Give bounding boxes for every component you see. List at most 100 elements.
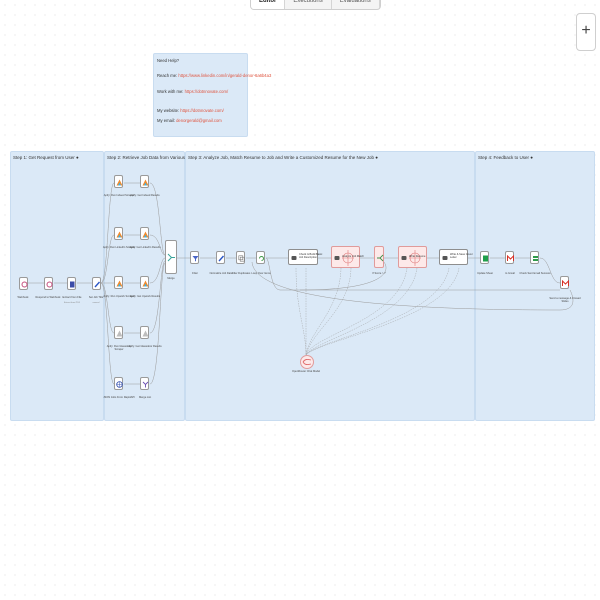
zoom-in-button[interactable]: + bbox=[576, 13, 596, 51]
apify-icon bbox=[116, 231, 123, 238]
apify-upwork-get-label: Apify: Get Upwork Results bbox=[129, 295, 161, 298]
gmail-label: to Gmail bbox=[505, 272, 515, 275]
filter-icon bbox=[192, 256, 199, 262]
step1-title: Step 1: Get Request from User ● bbox=[13, 155, 79, 160]
globe-icon bbox=[116, 381, 123, 388]
website-link[interactable]: https://dotnnovate.com/ bbox=[180, 108, 224, 113]
help-title: Need Help? bbox=[157, 58, 180, 63]
help-sticky-note[interactable]: Need Help? Reach me: https://www.linkedi… bbox=[153, 53, 271, 137]
file-icon bbox=[70, 281, 75, 288]
chat-model-node[interactable] bbox=[300, 355, 314, 369]
jsearch-node[interactable] bbox=[114, 377, 123, 390]
webhook-label: Webhook bbox=[17, 296, 29, 299]
ifscore-node[interactable] bbox=[374, 246, 384, 268]
write-doc-label: Write & Save Cover Letter bbox=[450, 253, 473, 259]
apify-upwork-node[interactable] bbox=[114, 276, 123, 289]
email-link[interactable]: denorgerald@gmail.com bbox=[176, 118, 222, 123]
split-icon bbox=[142, 381, 149, 388]
apify-icon bbox=[116, 330, 123, 337]
sheets-icon bbox=[483, 255, 488, 262]
help-website: My website: https://dotnnovate.com/ bbox=[157, 108, 224, 113]
apify-upwork-label: Apify: Run Upwork Scraper bbox=[103, 295, 135, 298]
tab-editor[interactable]: Editor bbox=[251, 0, 286, 9]
apify-upwork-get-node[interactable] bbox=[140, 276, 149, 289]
merge-node[interactable] bbox=[165, 240, 177, 274]
tab-evaluations[interactable]: Evaluations bbox=[332, 0, 380, 9]
step3-section[interactable]: Step 3: Analyze Job, Match Resume to Job… bbox=[185, 151, 475, 421]
chat-model-label: OpenRouter Chat Model bbox=[291, 370, 321, 373]
robot-icon bbox=[401, 256, 407, 260]
apify-glassdoor-node[interactable] bbox=[114, 326, 123, 339]
analyze-agent[interactable]: Analyze Job Match bbox=[331, 246, 364, 268]
apify-linkedin-get-label: Apify: Get LinkedIn Results bbox=[129, 246, 161, 249]
switch-icon bbox=[533, 256, 538, 261]
respond-label: Respond to Webhook bbox=[35, 296, 61, 299]
step3-title: Step 3: Analyze Job, Match Resume to Job… bbox=[188, 155, 378, 160]
normalize-node[interactable] bbox=[216, 251, 225, 264]
duplicate-icon bbox=[238, 255, 245, 262]
respond-node[interactable] bbox=[44, 277, 53, 290]
apify-linkedin-node[interactable] bbox=[114, 227, 123, 240]
analyze-label: Analyze Job Match bbox=[342, 255, 364, 258]
webhook-icon bbox=[21, 281, 28, 288]
set-job-title-node[interactable] bbox=[92, 277, 101, 290]
tab-executions[interactable]: Executions bbox=[285, 0, 332, 9]
extract-pdf-sub: Extract from PDF bbox=[64, 302, 80, 304]
ifscore-label: If Score > 7 bbox=[372, 272, 386, 275]
apify-icon bbox=[116, 280, 123, 287]
loop-node[interactable] bbox=[256, 251, 265, 264]
work-link[interactable]: https://dotnnovate.com/ bbox=[184, 89, 229, 94]
set-job-title-label: Set Job Title bbox=[88, 296, 104, 299]
robot-icon bbox=[291, 256, 297, 260]
apify-linkedin-label: Apify: Run LinkedIn Scraper bbox=[102, 246, 136, 249]
filter-label: Filter bbox=[192, 272, 198, 275]
check-sent-label: Check Sent Email Success bbox=[519, 272, 551, 275]
apify-indeed-get-node[interactable] bbox=[140, 175, 149, 188]
error-overlay-icon bbox=[409, 250, 421, 266]
check-data-label: Check & Build Basic Job Description bbox=[299, 253, 323, 259]
apify-icon bbox=[142, 330, 149, 337]
apify-icon bbox=[116, 179, 123, 186]
filter-node[interactable] bbox=[190, 251, 199, 264]
extract-pdf-label: Extract from File bbox=[62, 296, 82, 299]
rewrite-agent[interactable]: Write Resume bbox=[398, 246, 427, 268]
webhook-node[interactable] bbox=[19, 277, 28, 290]
linkedin-link[interactable]: https://www.linkedin.com/in/gerald-denor… bbox=[178, 73, 272, 78]
apify-indeed-get-label: Apify: Get Indeed Results bbox=[130, 194, 160, 197]
apify-linkedin-get-node[interactable] bbox=[140, 227, 149, 240]
send-message-node[interactable] bbox=[560, 276, 569, 289]
check-sent-node[interactable] bbox=[530, 251, 539, 264]
merge-icon bbox=[167, 253, 175, 262]
merge-label: Merge bbox=[167, 277, 175, 280]
apify-glassdoor-get-label: Apify: Get Glassdoor Results bbox=[128, 345, 162, 348]
error-overlay-icon bbox=[342, 250, 354, 266]
step4-section[interactable]: Step 4: Feedback to User ● bbox=[475, 151, 595, 421]
robot-icon bbox=[334, 256, 340, 260]
help-email: My email: denorgerald@gmail.com bbox=[157, 118, 222, 123]
pen-icon bbox=[94, 281, 101, 288]
branch-icon bbox=[376, 254, 383, 262]
gmail-icon bbox=[507, 255, 514, 261]
view-tabs: Editor Executions Evaluations bbox=[250, 0, 381, 10]
send-message-label: Send a message & Unread Slides bbox=[549, 297, 581, 303]
write-doc-agent[interactable]: Write & Save Cover Letter bbox=[439, 249, 473, 265]
update-sheet-node[interactable] bbox=[480, 251, 489, 264]
apify-icon bbox=[142, 179, 149, 186]
loop-label: Loop Over Items bbox=[251, 272, 271, 275]
apify-icon bbox=[142, 280, 149, 287]
extract-pdf-node[interactable] bbox=[67, 277, 76, 290]
remove-duplicates-label: Filter Duplicates bbox=[231, 272, 251, 275]
apify-indeed-node[interactable] bbox=[114, 175, 123, 188]
apify-glassdoor-get-node[interactable] bbox=[140, 326, 149, 339]
gmail-node[interactable] bbox=[505, 251, 514, 264]
check-data-agent[interactable]: Check & Build Basic Job Description bbox=[288, 249, 322, 265]
merge-list-node[interactable] bbox=[140, 377, 149, 390]
jsearch-label: JSON Jobs From RapidAPI bbox=[103, 396, 135, 399]
webhook-icon bbox=[46, 281, 53, 288]
normalize-label: Normalize Job Data bbox=[209, 272, 233, 275]
merge-list-label: Merge List bbox=[138, 396, 152, 399]
remove-duplicates-node[interactable] bbox=[236, 251, 245, 264]
help-work: Work with me: https://dotnnovate.com/ bbox=[157, 89, 229, 94]
pen-icon bbox=[218, 255, 225, 262]
